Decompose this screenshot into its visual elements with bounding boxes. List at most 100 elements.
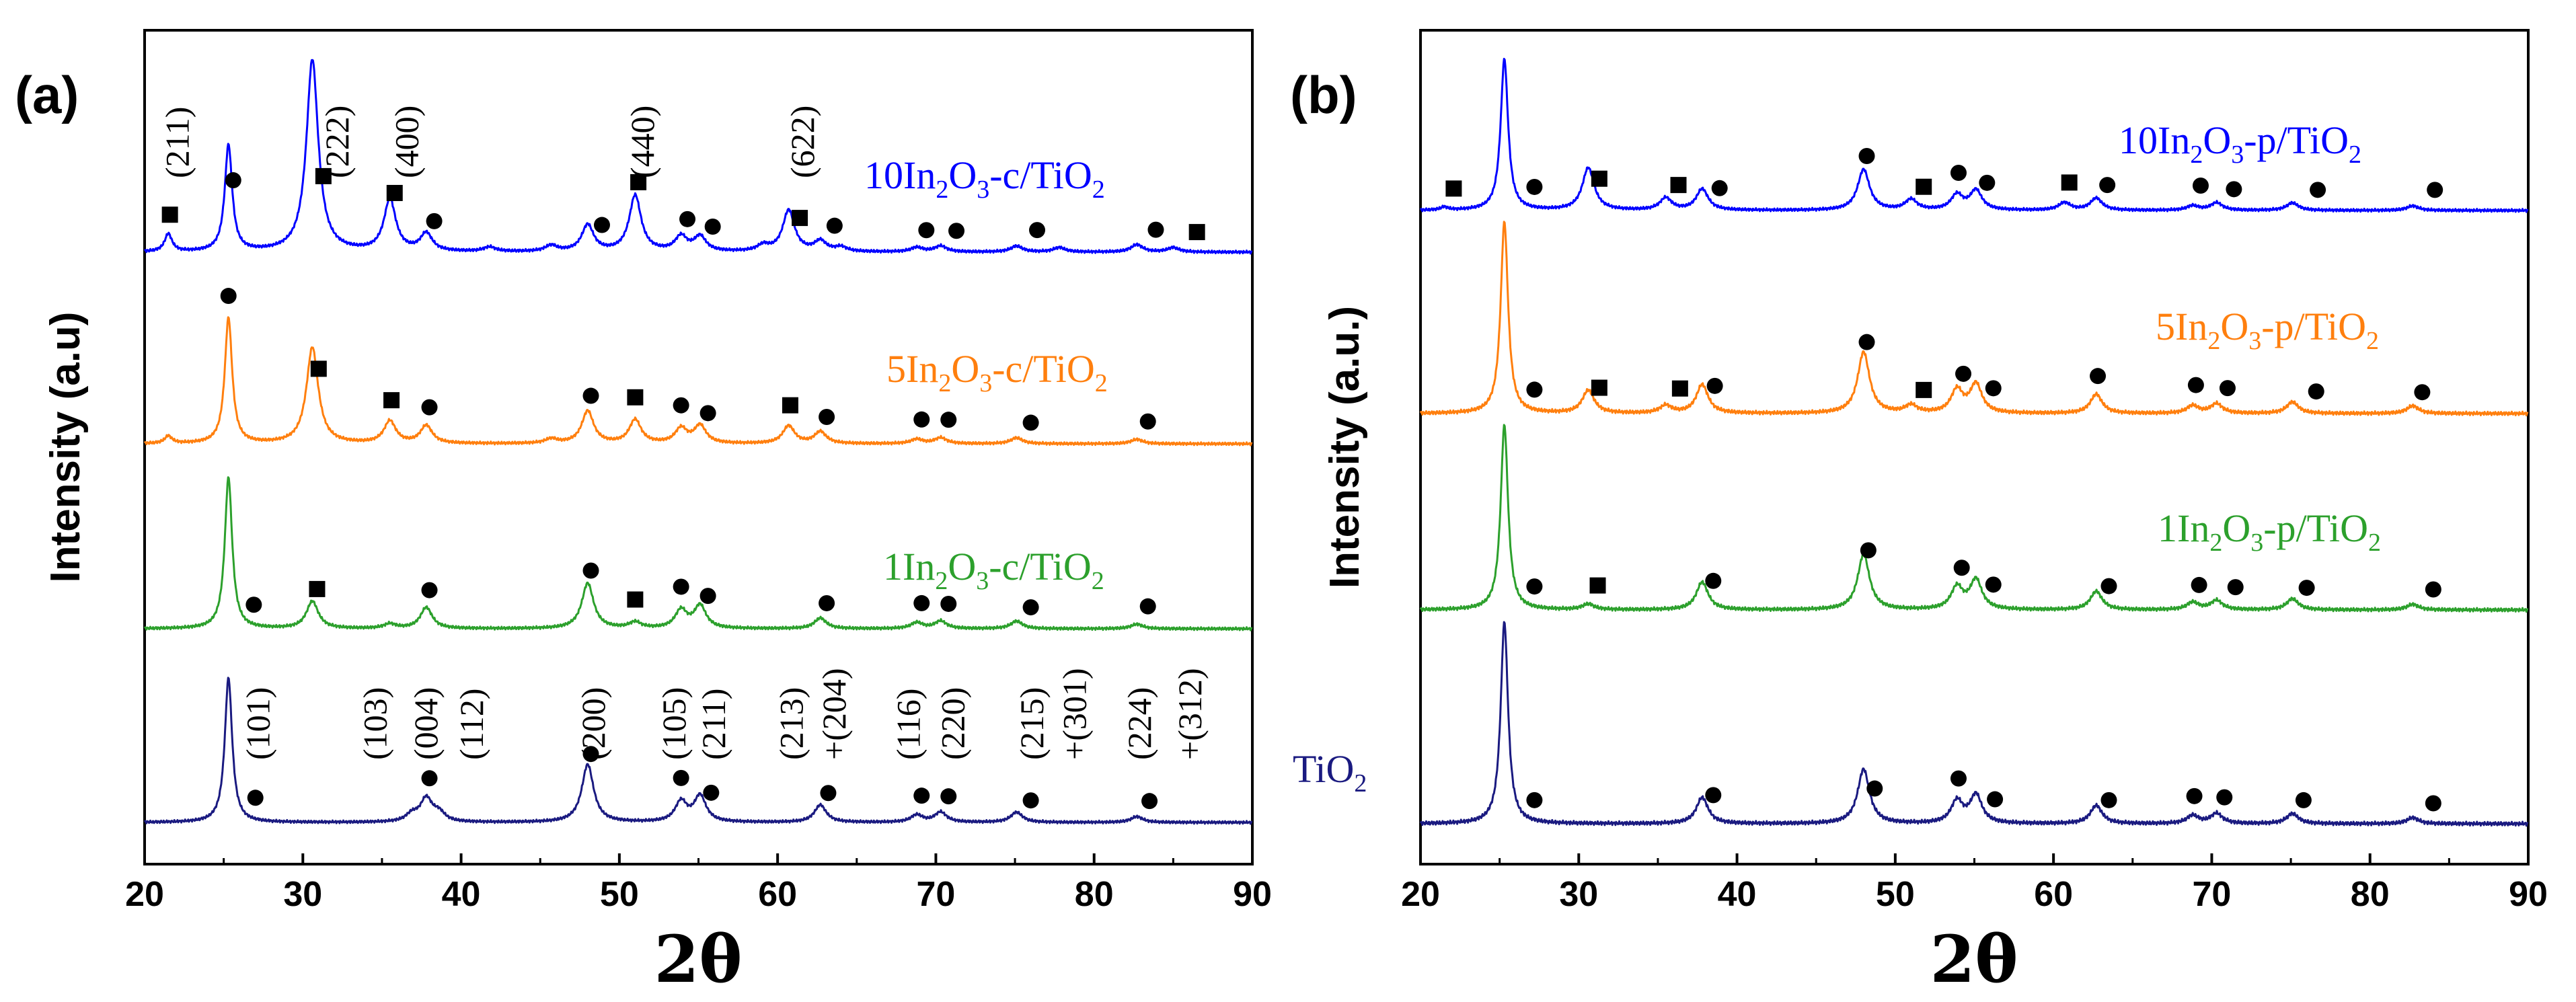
x-tick-label: 30: [1559, 875, 1598, 914]
anatase-marker: [1705, 572, 1722, 589]
in2o3-marker: [1916, 381, 1932, 398]
anatase-marker: [2100, 578, 2117, 594]
panel-a-label-10In2O3: 10In2O3-c/TiO2: [864, 153, 1105, 204]
anatase-marker: [1985, 576, 2002, 593]
anatase-marker: [1147, 221, 1164, 238]
series-line-5In2O3-c/TiO2: [143, 316, 1253, 447]
anatase-marker: [940, 412, 957, 428]
anatase-marker: [1022, 599, 1039, 616]
hkl-annotation: (220): [934, 687, 971, 760]
anatase-marker: [1526, 578, 1543, 595]
anatase-marker: [1979, 174, 1996, 191]
in2o3-marker: [315, 167, 332, 184]
series-line-10In2O3-p/TiO2: [1419, 58, 2529, 213]
in2o3-marker: [792, 210, 808, 227]
in2o3-marker: [1188, 224, 1205, 241]
hkl-annotation: (400): [388, 106, 426, 178]
anatase-marker: [820, 785, 837, 802]
x-tick-label: 30: [283, 875, 322, 914]
anatase-marker: [245, 596, 262, 613]
panel-b-label: (b): [1290, 65, 1357, 124]
anatase-marker: [913, 594, 930, 611]
panel-b-x-ticks: 20 30 40 50 60 70 80 90: [1401, 853, 2548, 914]
anatase-marker: [2192, 177, 2209, 194]
in2o3-marker: [309, 580, 326, 597]
hkl-annotation: (116): [889, 689, 927, 760]
in2o3-marker: [386, 184, 403, 201]
panel-b: (b) Intensity (a.u.) 2θ 20 30 40 50 60 70 80 90…: [1290, 29, 2548, 997]
anatase-marker: [819, 594, 835, 611]
anatase-marker: [2414, 384, 2431, 401]
anatase-marker: [220, 288, 237, 305]
anatase-marker: [2425, 795, 2441, 812]
anatase-marker: [2227, 579, 2244, 596]
anatase-marker: [948, 223, 965, 239]
anatase-marker: [940, 788, 957, 805]
anatase-marker: [2425, 581, 2441, 598]
anatase-marker: [2099, 177, 2116, 194]
anatase-marker: [2100, 792, 2117, 808]
anatase-marker: [1858, 147, 1875, 164]
anatase-marker: [2310, 182, 2326, 198]
hkl-annotation: +(312): [1171, 668, 1209, 761]
anatase-marker: [421, 582, 438, 599]
panel-a-annotations: (211) (222) (400) (440) (622) (101) (103) (004)…: [158, 106, 1209, 760]
anatase-marker: [704, 219, 721, 235]
anatase-marker: [2308, 383, 2324, 400]
hkl-annotation: (213): [772, 687, 810, 760]
anatase-marker: [2427, 182, 2444, 198]
anatase-marker: [1141, 793, 1158, 810]
panel-a-series: [143, 59, 1253, 825]
hkl-annotation: (440): [623, 106, 661, 178]
panel-b-series: [1419, 58, 2529, 827]
series-line-10In2O3-c/TiO2: [143, 59, 1253, 255]
anatase-marker: [2298, 580, 2315, 596]
panel-a-x-axis-title: 2θ: [654, 921, 743, 997]
anatase-marker: [2187, 377, 2204, 393]
x-tick-label: 80: [2351, 875, 2390, 914]
in2o3-marker: [782, 397, 798, 414]
anatase-marker: [421, 399, 438, 416]
anatase-marker: [421, 770, 438, 787]
anatase-marker: [1987, 791, 2004, 808]
in2o3-marker: [1670, 177, 1687, 194]
anatase-marker: [1022, 414, 1039, 431]
in2o3-marker: [630, 174, 647, 190]
in2o3-marker: [1671, 380, 1688, 397]
anatase-marker: [2295, 792, 2312, 808]
anatase-marker: [582, 562, 599, 579]
in2o3-marker: [1591, 170, 1607, 187]
x-tick-label: 60: [2034, 875, 2073, 914]
panel-b-frame: [1419, 29, 2530, 865]
panel-a: (a) Intensity (a.u) 2θ 20 30 40 50 60 70 80 90 …: [15, 29, 1272, 997]
hkl-annotation: (622): [784, 106, 821, 178]
in2o3-marker: [1591, 379, 1607, 396]
in2o3-marker: [1916, 178, 1932, 195]
anatase-marker: [2216, 789, 2233, 806]
x-tick-label: 70: [2193, 875, 2232, 914]
hkl-annotation: (103): [356, 687, 394, 760]
in2o3-marker: [1589, 577, 1606, 594]
anatase-marker: [1526, 792, 1543, 808]
anatase-marker: [699, 588, 716, 605]
anatase-marker: [426, 213, 443, 229]
anatase-marker: [582, 387, 599, 404]
in2o3-marker: [310, 360, 327, 377]
panel-b-y-axis-title: Intensity (a.u.): [1322, 306, 1368, 588]
hkl-annotation: (200): [574, 687, 612, 760]
anatase-marker: [826, 217, 843, 234]
anatase-marker: [582, 746, 599, 763]
panel-b-label-5In2O3: 5In2O3-p/TiO2: [2156, 305, 2379, 355]
anatase-marker: [699, 405, 716, 422]
anatase-marker: [2191, 576, 2207, 593]
anatase-marker: [1526, 381, 1543, 398]
hkl-annotation: (215): [1013, 687, 1051, 760]
x-tick-label: 50: [1876, 875, 1915, 914]
x-tick-label: 60: [758, 875, 797, 914]
x-tick-label: 50: [600, 875, 639, 914]
anatase-marker: [1866, 780, 1883, 797]
panel-a-label-1In2O3: 1In2O3-c/TiO2: [883, 545, 1104, 595]
anatase-marker: [1139, 598, 1156, 615]
anatase-marker: [703, 784, 720, 801]
